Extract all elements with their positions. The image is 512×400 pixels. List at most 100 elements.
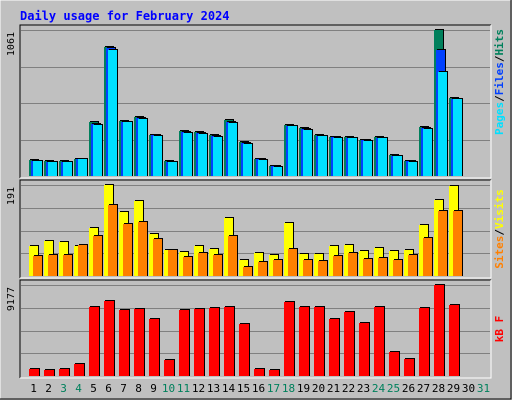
bar-pages-day-8 [138, 119, 147, 176]
legend-item-sep2: / [493, 55, 506, 62]
bar-kbytes-day-10 [164, 360, 174, 376]
day-label-20: 20 [312, 382, 325, 395]
legend-visits-sites: Sites/Visits [493, 189, 506, 269]
bar-pages-day-1 [33, 161, 42, 176]
bar-sites-day-24 [378, 258, 387, 276]
panel-bevel-dark [19, 279, 491, 378]
bar-pages-day-14 [228, 123, 237, 176]
bar-kbytes-day-15 [239, 324, 249, 376]
bar-kbytes-day-14 [224, 307, 234, 376]
bar-sites-day-20 [318, 261, 327, 276]
day-label-25: 25 [387, 382, 400, 395]
bar-kbytes-day-2 [44, 370, 54, 376]
day-label-19: 19 [297, 382, 310, 395]
bar-pages-day-7 [123, 122, 132, 176]
panel-bevel-dark [19, 24, 491, 178]
bar-pages-day-28 [438, 72, 447, 176]
day-label-10: 10 [162, 382, 175, 395]
bar-kbytes-day-23 [359, 323, 369, 376]
bar-sites-day-22 [348, 253, 357, 276]
bar-pages-day-29 [453, 99, 462, 176]
chart-title: Daily usage for February 2024 [20, 9, 230, 23]
bars-visits-sites [29, 184, 463, 276]
y-max-label: 191 [6, 187, 17, 205]
legend-item-visits: Visits [493, 189, 506, 229]
y-max-label: 9177 [6, 287, 17, 311]
bar-pages-day-2 [48, 162, 57, 176]
bar-sites-day-19 [303, 260, 312, 276]
bar-sites-day-14 [228, 236, 237, 276]
bar-sites-day-15 [243, 267, 252, 276]
bar-pages-day-3 [63, 162, 72, 176]
bar-sites-day-3 [63, 255, 72, 276]
day-label-1: 1 [30, 382, 37, 395]
bar-pages-day-22 [348, 138, 357, 176]
bar-sites-day-28 [438, 211, 447, 276]
bar-sites-day-27 [423, 238, 432, 276]
day-label-29: 29 [447, 382, 460, 395]
bar-sites-day-1 [33, 256, 42, 276]
legend-item-hits: Hits [493, 29, 506, 56]
day-label-27: 27 [417, 382, 430, 395]
bar-kbytes-day-8 [134, 309, 144, 376]
day-label-30: 30 [462, 382, 475, 395]
bar-kbytes-day-26 [404, 359, 414, 376]
day-label-16: 16 [252, 382, 265, 395]
bar-sites-day-7 [123, 224, 132, 276]
bar-sites-day-5 [93, 236, 102, 276]
bar-sites-day-2 [48, 255, 57, 276]
bar-pages-day-6 [108, 50, 117, 176]
day-label-7: 7 [120, 382, 127, 395]
day-label-5: 5 [90, 382, 97, 395]
bar-pages-day-15 [243, 144, 252, 176]
day-label-22: 22 [342, 382, 355, 395]
bar-kbytes-day-7 [119, 310, 129, 376]
bar-kbytes-day-3 [59, 369, 69, 376]
legend-kbytes: kB F [493, 316, 506, 343]
bar-kbytes-day-17 [269, 370, 279, 376]
bar-kbytes-day-22 [344, 312, 354, 376]
bar-kbytes-day-13 [209, 308, 219, 376]
bar-pages-day-12 [198, 134, 207, 176]
bar-sites-day-17 [273, 260, 282, 276]
bar-kbytes-day-16 [254, 369, 264, 376]
bar-pages-day-20 [318, 136, 327, 176]
panel-bevel-light [20, 180, 492, 279]
day-label-13: 13 [207, 382, 220, 395]
bar-sites-day-8 [138, 222, 147, 276]
legend-item-sep1: / [493, 229, 506, 236]
bar-sites-day-4 [78, 245, 87, 276]
day-label-24: 24 [372, 382, 386, 395]
bar-kbytes-day-18 [284, 302, 294, 376]
panel-visits-sites: 191 Sites/Visits [6, 179, 506, 279]
legend-hits-files-pages: Pages/Files/Hits [493, 29, 506, 135]
panel-bevel-light [20, 25, 492, 179]
bar-pages-day-11 [183, 133, 192, 176]
day-label-15: 15 [237, 382, 250, 395]
day-label-12: 12 [192, 382, 205, 395]
bar-pages-day-9 [153, 136, 162, 176]
bar-sites-day-11 [183, 257, 192, 276]
bar-kbytes-day-24 [374, 307, 384, 376]
bar-kbytes-day-6 [104, 301, 114, 376]
panel-kbytes: 9177 kB F [6, 279, 506, 379]
bar-kbytes-day-28 [434, 285, 444, 376]
day-label-6: 6 [105, 382, 112, 395]
bar-pages-day-26 [408, 162, 417, 176]
bar-sites-day-29 [453, 211, 462, 276]
bar-pages-day-5 [93, 125, 102, 176]
bar-kbytes-day-9 [149, 319, 159, 376]
bar-pages-day-23 [363, 141, 372, 176]
legend-item-files: Files [493, 62, 506, 95]
bar-kbytes-day-29 [449, 305, 459, 376]
legend-item-sites: Sites [493, 236, 506, 269]
legend-item-kbytes: kB F [493, 316, 506, 343]
bar-pages-day-18 [288, 126, 297, 176]
day-label-4: 4 [75, 382, 82, 395]
bar-kbytes-day-4 [74, 364, 84, 376]
day-label-2: 2 [45, 382, 52, 395]
bar-kbytes-day-25 [389, 352, 399, 376]
bar-pages-day-16 [258, 160, 267, 176]
